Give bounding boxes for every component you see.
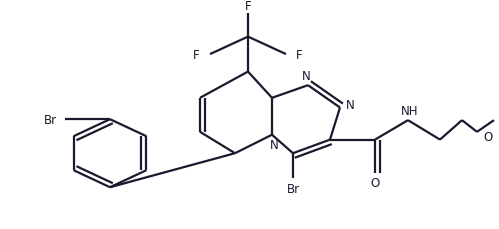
Text: NH: NH (401, 104, 419, 117)
Text: N: N (346, 99, 354, 112)
Text: F: F (245, 0, 251, 13)
Text: F: F (296, 48, 302, 61)
Text: N: N (301, 70, 310, 83)
Text: O: O (483, 131, 492, 144)
Text: Br: Br (286, 182, 299, 195)
Text: Br: Br (44, 113, 57, 126)
Text: N: N (269, 138, 278, 151)
Text: O: O (370, 176, 380, 189)
Text: F: F (194, 48, 200, 61)
